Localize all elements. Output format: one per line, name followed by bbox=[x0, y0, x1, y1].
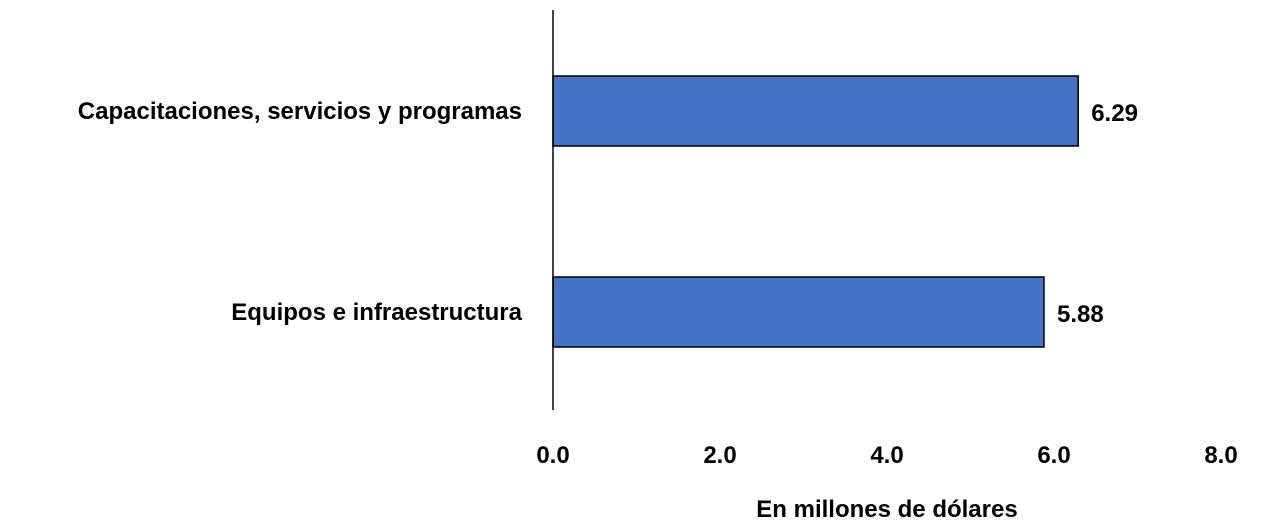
bar-capacitaciones-servicios-y-programas bbox=[552, 75, 1079, 147]
x-axis-ticks: 0.0 2.0 4.0 6.0 8.0 bbox=[536, 442, 1237, 469]
x-tick-label: 8.0 bbox=[1204, 442, 1237, 469]
data-label-capacitaciones-servicios-y-programas: 6.29 bbox=[1091, 100, 1138, 127]
x-tick-label: 0.0 bbox=[536, 442, 569, 469]
bar-equipos-e-infraestructura bbox=[552, 276, 1045, 348]
labels-layer: Capacitaciones, servicios y programas 6.2… bbox=[78, 98, 1138, 328]
x-axis-title: En millones de dólares bbox=[756, 496, 1017, 523]
bars-layer bbox=[552, 75, 1079, 348]
x-tick-label: 4.0 bbox=[870, 442, 903, 469]
x-tick-label: 2.0 bbox=[703, 442, 736, 469]
category-label-capacitaciones-servicios-y-programas: Capacitaciones, servicios y programas bbox=[78, 98, 522, 125]
data-label-equipos-e-infraestructura: 5.88 bbox=[1057, 301, 1104, 328]
category-label-equipos-e-infraestructura: Equipos e infraestructura bbox=[231, 299, 522, 326]
x-tick-label: 6.0 bbox=[1037, 442, 1070, 469]
